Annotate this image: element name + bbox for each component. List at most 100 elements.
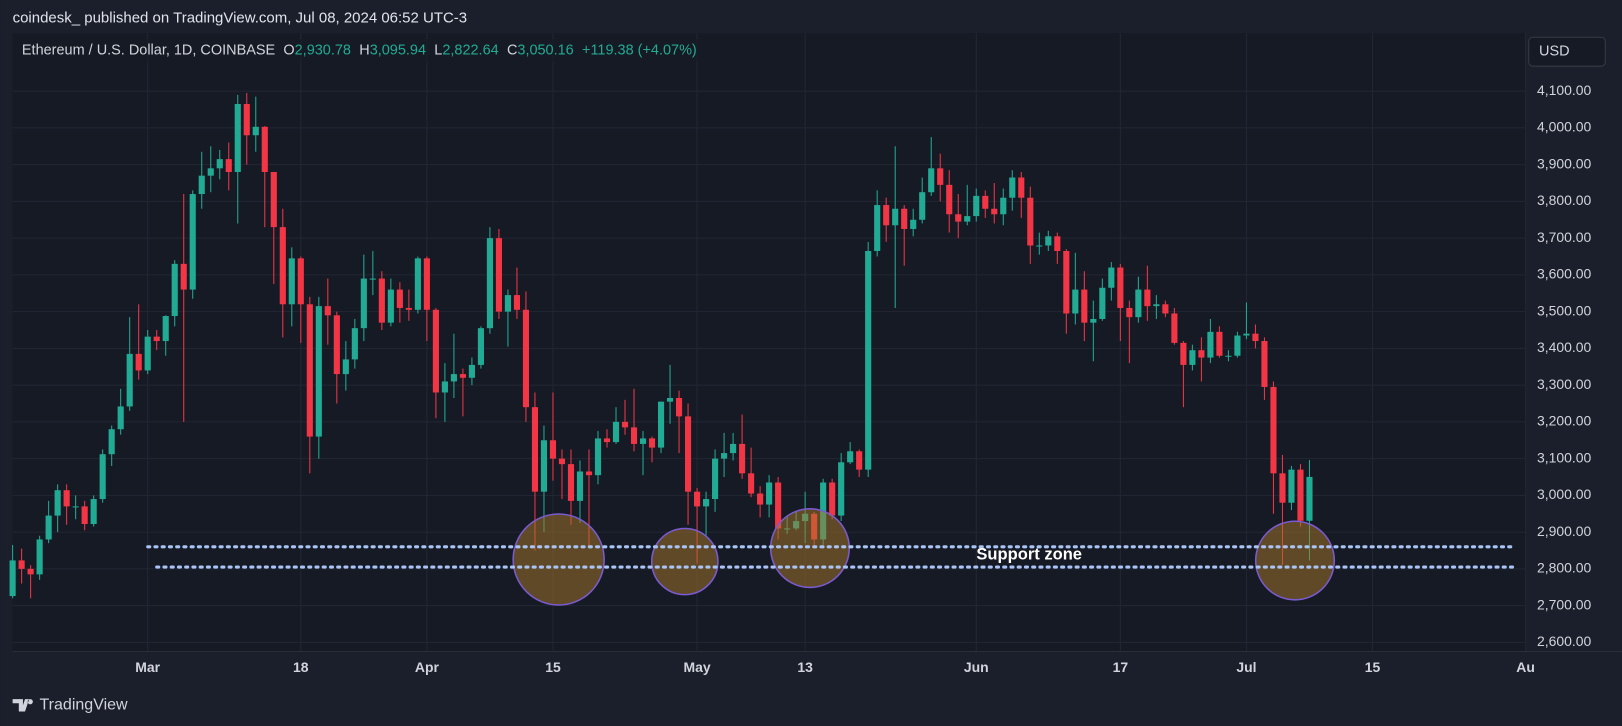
candle-body xyxy=(279,227,286,305)
ohlc-value: 2,930.78 xyxy=(295,43,351,59)
candle-body xyxy=(171,263,178,317)
candle-body xyxy=(1099,287,1106,319)
y-tick-label: 3,500.00 xyxy=(1537,302,1592,318)
ohlc-value: 3,095.94 xyxy=(370,43,426,59)
ohlc-key: O xyxy=(283,43,294,59)
support-label: Support zone xyxy=(976,545,1082,564)
candle-body xyxy=(964,216,971,222)
candle-body xyxy=(883,205,890,226)
y-tick-label: 3,000.00 xyxy=(1537,486,1592,502)
candle-body xyxy=(955,214,962,222)
candle-body xyxy=(513,295,521,310)
ohlc-legend: Ethereum / U.S. Dollar, 1D, COINBASE O2,… xyxy=(22,43,697,59)
candle-body xyxy=(712,458,719,500)
candle-body xyxy=(54,490,61,516)
x-tick-label: Au xyxy=(1516,659,1535,675)
candle-body xyxy=(45,515,52,540)
candle-body xyxy=(1090,318,1097,323)
candle-body xyxy=(486,238,493,329)
candle-body xyxy=(81,506,88,525)
currency: USD xyxy=(1539,44,1570,60)
x-tick-label: 17 xyxy=(1113,659,1129,675)
candle-body xyxy=(1081,289,1088,323)
highlight-circle xyxy=(1254,520,1336,601)
candle-body xyxy=(991,208,998,215)
legend-bg xyxy=(18,39,723,63)
candle-body xyxy=(648,438,656,448)
candle-body xyxy=(675,397,683,417)
currency-button[interactable] xyxy=(1528,36,1606,67)
candle-body xyxy=(1225,355,1232,357)
ohlc-key: H xyxy=(359,43,369,59)
candle-body xyxy=(90,499,97,525)
ohlc-key: L xyxy=(434,43,442,59)
candle-body xyxy=(495,238,502,312)
candle-body xyxy=(1171,313,1178,343)
candle-body xyxy=(450,374,457,382)
candle-body xyxy=(369,278,376,280)
candle-body xyxy=(36,539,43,575)
candle-body xyxy=(189,194,196,290)
candle-body xyxy=(351,328,358,360)
candle-body xyxy=(1009,177,1016,198)
candle-body xyxy=(225,159,232,172)
candle-body xyxy=(612,421,620,443)
candle-body xyxy=(441,381,448,393)
candle-body xyxy=(432,309,439,393)
candle-body xyxy=(261,126,268,172)
x-tick-label: May xyxy=(683,659,710,675)
candle-body xyxy=(576,471,584,501)
candle-body xyxy=(378,278,385,323)
candle-body xyxy=(847,451,854,463)
candle-body xyxy=(99,454,106,500)
published-by: coindesk_ published on TradingView.com, … xyxy=(13,10,468,27)
candle-body xyxy=(1117,267,1124,308)
candle-body xyxy=(108,429,115,455)
candle-body xyxy=(63,490,70,507)
candle-body xyxy=(72,506,79,508)
candle-body xyxy=(558,458,566,465)
x-tick-label: Apr xyxy=(415,659,440,675)
candle-body xyxy=(1279,473,1286,503)
candle-body xyxy=(216,159,223,169)
candle-body xyxy=(126,353,133,407)
ohlc-value: 2,822.64 xyxy=(442,43,498,59)
candle-body xyxy=(180,263,187,290)
candle-body xyxy=(829,482,836,516)
candle-body xyxy=(1198,350,1205,358)
candle-body xyxy=(1162,304,1169,314)
candle-body xyxy=(1207,331,1214,358)
y-tick-label: 3,100.00 xyxy=(1537,449,1592,465)
candle-body xyxy=(1306,476,1313,521)
candle-body xyxy=(567,464,575,501)
candle-body xyxy=(18,560,25,569)
candle-body xyxy=(937,168,944,185)
candle-body xyxy=(549,440,557,459)
candle-body xyxy=(874,205,881,252)
y-tick-label: 4,000.00 xyxy=(1537,119,1592,135)
y-tick-label: 3,800.00 xyxy=(1537,192,1592,208)
candle-body xyxy=(766,482,773,505)
candle-body xyxy=(414,258,421,310)
highlight-circle xyxy=(512,513,605,606)
candle-body xyxy=(342,359,349,375)
candle-body xyxy=(585,471,593,476)
y-tick-label: 3,600.00 xyxy=(1537,266,1592,282)
candle-body xyxy=(324,306,331,316)
x-tick-label: Jul xyxy=(1236,659,1256,675)
candle-body xyxy=(757,493,764,505)
candle-body xyxy=(594,438,602,476)
y-tick-label: 3,300.00 xyxy=(1537,376,1592,392)
candle-body xyxy=(1297,469,1304,521)
candle-body xyxy=(306,304,313,437)
candle-body xyxy=(1054,236,1061,252)
candle-body xyxy=(288,258,295,305)
y-tick-label: 2,700.00 xyxy=(1537,596,1592,612)
ohlc-values: O2,930.78 H3,095.94 L2,822.64 C3,050.16 +119… xyxy=(283,43,696,59)
candle-body xyxy=(207,168,214,176)
candle-body xyxy=(1027,197,1034,246)
candle-body xyxy=(775,482,782,529)
candle-body xyxy=(387,289,394,323)
candle-body xyxy=(621,421,629,428)
candle-body xyxy=(270,171,277,228)
